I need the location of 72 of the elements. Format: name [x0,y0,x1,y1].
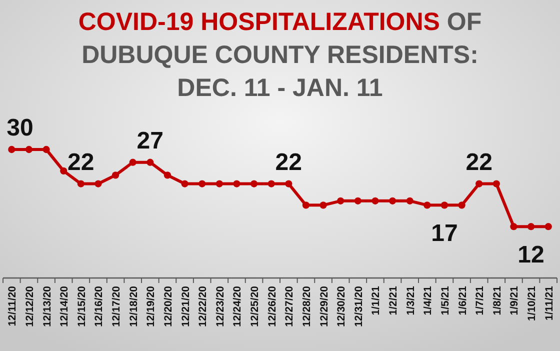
x-tick-label: 12/26/20 [266,286,278,327]
x-tick-label: 12/20/20 [162,286,174,327]
point [510,223,518,230]
x-tick-label: 1/5/21 [439,286,452,316]
point [146,158,154,166]
x-tick-label: 12/25/20 [249,286,262,327]
point [42,146,50,154]
point [268,180,275,188]
x-tick-label: 12/30/20 [336,286,348,327]
point [285,180,292,188]
x-tick-label: 1/6/21 [456,286,469,316]
x-tick-label: 12/17/20 [110,286,123,327]
data-label: 30 [6,114,34,142]
x-tick-label: 12/22/20 [197,286,210,327]
point [25,146,33,154]
x-tick-label: 12/19/20 [145,286,158,327]
x-tick-label: 1/2/21 [388,286,400,316]
x-tick-label: 12/16/20 [93,286,106,327]
point [233,180,240,188]
x-tick-label: 12/21/20 [180,286,192,327]
point [250,180,258,188]
point [406,197,414,204]
x-tick-label: 1/4/21 [422,286,434,316]
x-tick-label: 12/24/20 [232,286,244,327]
point [94,180,102,188]
point [216,180,223,188]
point [320,202,327,209]
x-tick-label: 12/12/20 [24,286,36,327]
point [60,167,68,174]
point [458,202,466,209]
x-tick-label: 12/14/20 [58,286,71,327]
data-label: 22 [275,148,302,176]
point [476,180,483,188]
point [164,172,172,179]
x-tick-label: 1/8/21 [491,286,504,316]
point [112,172,120,179]
data-label: 22 [68,148,94,176]
point [492,180,500,188]
x-tick-label: 1/3/21 [404,286,417,316]
x-tick-label: 1/11/21 [543,286,556,320]
x-tick-label: 12/11/20 [6,286,19,326]
point [77,180,84,188]
point [388,197,396,204]
point [198,180,206,188]
point [354,197,362,204]
data-label: 12 [518,242,544,269]
x-tick-label: 1/1/21 [370,286,382,316]
x-tick-label: 1/9/21 [508,286,521,316]
point [440,202,448,209]
chart-title: COVID-19 HOSPITALIZATIONS OF DUBUQUE COUNTY RESIDENTS: DEC. 11 - JAN. 11 [78,8,482,102]
data-label: 22 [466,148,492,176]
point [129,158,136,166]
point [8,146,16,154]
x-tick-label: 12/18/20 [128,286,140,327]
point [424,202,431,209]
point [372,197,379,204]
x-tick-label: 1/7/21 [474,286,486,316]
x-tick-label: 12/31/20 [352,286,365,327]
point [337,197,344,204]
x-tick-label: 12/23/20 [214,286,226,327]
x-tick-label: 12/15/20 [76,286,88,327]
point [302,202,310,209]
point [544,223,552,230]
x-tick-label: 1/10/21 [526,286,538,322]
x-tick-label: 12/27/20 [284,286,296,327]
data-label: 17 [431,220,458,248]
point [181,180,188,188]
point [527,223,535,230]
data-label: 27 [136,127,164,154]
x-tick-label: 12/28/20 [300,286,313,327]
x-tick-label: 12/29/20 [318,286,330,327]
x-tick-label: 12/13/20 [41,286,54,327]
